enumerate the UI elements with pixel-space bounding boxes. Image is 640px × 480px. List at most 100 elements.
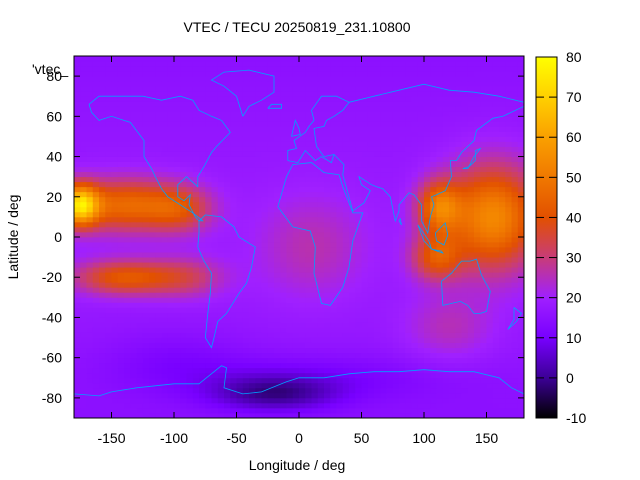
heatmap-cell (86, 106, 94, 112)
heatmap-cell (417, 277, 425, 283)
heatmap-cell (442, 297, 450, 303)
heatmap-cell (249, 337, 256, 343)
heatmap-cell (461, 161, 469, 168)
heatmap-cell (224, 206, 231, 213)
heatmap-cell (149, 387, 156, 394)
heatmap-cell (92, 337, 100, 343)
heatmap-cell (336, 302, 344, 308)
heatmap-cell (111, 387, 119, 394)
heatmap-cell (355, 126, 362, 132)
heatmap-cell (192, 96, 200, 102)
heatmap-cell (517, 71, 525, 77)
heatmap-cell (436, 337, 444, 343)
heatmap-cell (111, 226, 119, 233)
heatmap-cell (505, 312, 512, 318)
heatmap-cell (142, 146, 150, 152)
heatmap-cell (517, 101, 525, 107)
heatmap-cell (255, 282, 262, 288)
heatmap-cell (174, 282, 181, 288)
heatmap-cell (230, 76, 237, 82)
heatmap-cell (492, 367, 500, 374)
heatmap-cell (424, 347, 431, 354)
heatmap-cell (255, 166, 262, 173)
heatmap-cell (392, 407, 400, 414)
heatmap-cell (161, 242, 169, 248)
heatmap-cell (336, 402, 344, 409)
heatmap-cell (86, 181, 94, 188)
heatmap-cell (411, 106, 419, 112)
heatmap-cell (342, 382, 350, 389)
heatmap-cell (355, 161, 362, 168)
heatmap-cell (442, 101, 450, 107)
heatmap-cell (299, 412, 306, 419)
heatmap-cell (374, 106, 381, 112)
heatmap-cell (174, 76, 181, 82)
heatmap-cell (236, 131, 244, 137)
heatmap-cell (442, 397, 450, 404)
heatmap-cell (399, 186, 406, 193)
heatmap-cell (367, 156, 375, 162)
heatmap-cell (242, 247, 250, 253)
heatmap-cell (117, 216, 125, 223)
heatmap-cell (180, 201, 187, 208)
heatmap-cell (230, 322, 237, 328)
heatmap-cell (455, 176, 462, 183)
heatmap-cell (130, 101, 137, 107)
heatmap-cell (499, 307, 506, 313)
heatmap-cell (380, 191, 387, 198)
heatmap-cell (142, 412, 150, 419)
heatmap-cell (99, 237, 106, 243)
heatmap-cell (330, 382, 337, 389)
heatmap-cell (374, 397, 381, 404)
heatmap-cell (130, 226, 137, 233)
heatmap-cell (442, 402, 450, 409)
heatmap-cell (224, 397, 231, 404)
heatmap-cell (317, 186, 325, 193)
heatmap-cell (86, 297, 94, 303)
heatmap-cell (242, 382, 250, 389)
heatmap-cell (230, 171, 237, 178)
heatmap-cell (242, 282, 250, 288)
heatmap-cell (367, 352, 375, 359)
heatmap-cell (324, 397, 331, 404)
heatmap-cell (267, 327, 275, 333)
heatmap-cell (386, 252, 394, 258)
heatmap-cell (492, 357, 500, 364)
heatmap-cell (167, 377, 175, 384)
heatmap-cell (361, 221, 369, 228)
heatmap-cell (111, 397, 119, 404)
heatmap-cell (342, 106, 350, 112)
heatmap-cell (255, 106, 262, 112)
heatmap-cell (442, 81, 450, 87)
heatmap-cell (149, 372, 156, 379)
heatmap-cell (192, 397, 200, 404)
heatmap-cell (455, 71, 462, 77)
heatmap-cell (261, 201, 269, 208)
heatmap-cell (349, 292, 356, 298)
heatmap-cell (230, 262, 237, 268)
heatmap-cell (155, 151, 162, 157)
heatmap-cell (330, 206, 337, 213)
heatmap-cell (380, 357, 387, 364)
heatmap-cell (280, 151, 287, 157)
heatmap-cell (436, 176, 444, 183)
heatmap-cell (280, 96, 287, 102)
heatmap-cell (436, 226, 444, 233)
heatmap-cell (361, 257, 369, 263)
heatmap-cell (430, 307, 437, 313)
heatmap-cell (155, 317, 162, 323)
heatmap-cell (261, 307, 269, 313)
heatmap-cell (86, 392, 94, 399)
heatmap-cell (217, 382, 225, 389)
heatmap-cell (461, 131, 469, 137)
heatmap-cell (392, 151, 400, 157)
heatmap-cell (499, 131, 506, 137)
heatmap-cell (142, 247, 150, 253)
heatmap-cell (430, 242, 437, 248)
heatmap-cell (399, 402, 406, 409)
heatmap-cell (242, 362, 250, 369)
heatmap-cell (111, 126, 119, 132)
heatmap-cell (342, 146, 350, 152)
heatmap-cell (299, 392, 306, 399)
heatmap-cell (267, 402, 275, 409)
